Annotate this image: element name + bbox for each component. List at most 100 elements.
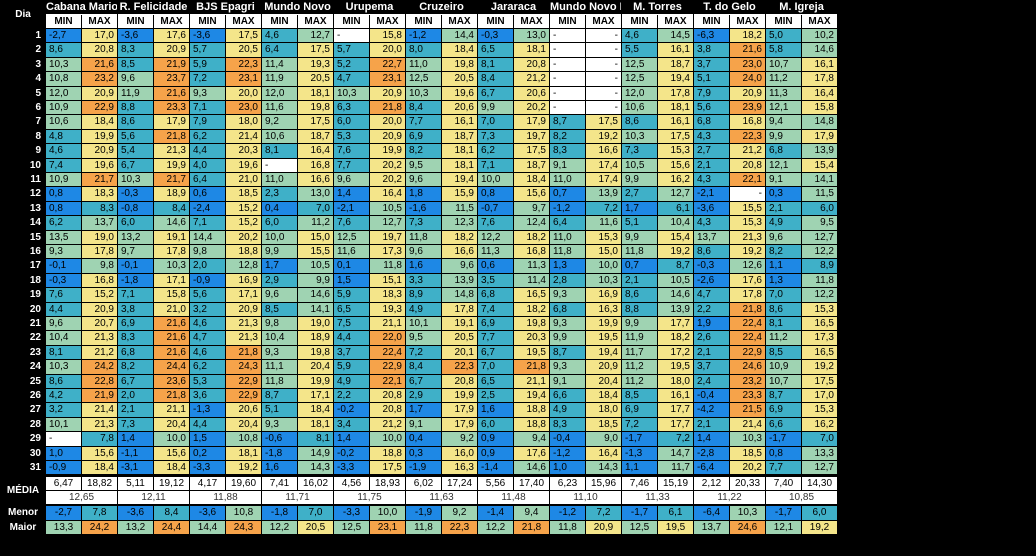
menor-max: 8,4 bbox=[154, 506, 189, 520]
day-number: 22 bbox=[0, 331, 46, 346]
max-value: 18,8 bbox=[370, 446, 405, 460]
min-value: -2,1 bbox=[694, 187, 729, 201]
max-value: 17,7 bbox=[658, 417, 693, 432]
media-min: 7,40 bbox=[766, 477, 801, 491]
min-value: 11,0 bbox=[550, 230, 585, 244]
max-value: - bbox=[586, 72, 621, 86]
menor-max: 7,8 bbox=[82, 506, 117, 520]
max-value: 10,0 bbox=[154, 432, 189, 446]
min-value: 5,1 bbox=[622, 216, 657, 230]
max-value: 17,5 bbox=[298, 43, 333, 57]
max-header: MAX bbox=[442, 15, 477, 28]
min-value: 6,0 bbox=[118, 216, 153, 230]
min-value: 6,7 bbox=[118, 374, 153, 388]
max-value: 17,5 bbox=[658, 129, 693, 144]
max-value: 10,0 bbox=[586, 259, 621, 273]
min-value: - bbox=[550, 57, 585, 72]
media-min: 4,56 bbox=[334, 477, 369, 491]
min-value: 5,9 bbox=[334, 360, 369, 374]
min-value: 8,3 bbox=[118, 331, 153, 345]
min-value: - bbox=[550, 86, 585, 100]
day-number: 7 bbox=[0, 115, 46, 130]
max-value: 15,6 bbox=[154, 446, 189, 460]
max-value: 22,9 bbox=[226, 374, 261, 388]
max-value: 16,1 bbox=[658, 115, 693, 129]
max-value: 18,7 bbox=[442, 129, 477, 144]
min-value: 5,6 bbox=[190, 288, 225, 302]
min-value: 11,2 bbox=[622, 374, 657, 388]
max-value: 9,5 bbox=[802, 216, 837, 230]
maior-label: Maior bbox=[0, 520, 46, 536]
min-value: 4,6 bbox=[622, 29, 657, 43]
max-value: 18,1 bbox=[658, 101, 693, 115]
max-value: 22,1 bbox=[730, 173, 765, 187]
max-value: 22,3 bbox=[226, 57, 261, 72]
media-min: 6,02 bbox=[406, 477, 441, 491]
min-value: 11,6 bbox=[334, 245, 369, 259]
max-value: 7,8 bbox=[82, 432, 117, 446]
max-value: 15,1 bbox=[370, 273, 405, 288]
max-value: 16,2 bbox=[802, 417, 837, 432]
min-value: 7,3 bbox=[118, 417, 153, 432]
min-value: 10,4 bbox=[46, 331, 81, 345]
min-value: 11,2 bbox=[622, 360, 657, 374]
min-value: 10,7 bbox=[766, 374, 801, 388]
min-value: 0,2 bbox=[190, 446, 225, 460]
max-value: 10,3 bbox=[154, 259, 189, 273]
min-value: 2,1 bbox=[118, 403, 153, 417]
min-value: 1,7 bbox=[622, 201, 657, 216]
max-value: 21,8 bbox=[730, 302, 765, 316]
min-value: 12,5 bbox=[622, 57, 657, 72]
max-value: 15,2 bbox=[226, 201, 261, 216]
max-header: MAX bbox=[514, 15, 549, 28]
min-value: 1,0 bbox=[550, 461, 585, 475]
max-value: 18,8 bbox=[514, 417, 549, 432]
min-value: 2,3 bbox=[262, 187, 297, 201]
menor-max: 6,0 bbox=[802, 506, 837, 520]
min-value: 3,7 bbox=[694, 57, 729, 72]
min-value: 7,2 bbox=[622, 417, 657, 432]
max-value: 17,2 bbox=[658, 345, 693, 360]
max-value: 18,0 bbox=[586, 403, 621, 417]
max-value: 17,5 bbox=[802, 374, 837, 388]
min-value: -1,9 bbox=[406, 461, 441, 475]
max-value: 17,7 bbox=[658, 317, 693, 331]
min-value: 4,2 bbox=[46, 389, 81, 403]
max-value: 21,1 bbox=[514, 374, 549, 388]
min-value: 6,8 bbox=[694, 115, 729, 129]
max-value: 11,4 bbox=[514, 273, 549, 288]
min-value: 7,3 bbox=[622, 144, 657, 158]
min-value: 2,4 bbox=[694, 374, 729, 388]
max-value: 17,7 bbox=[658, 403, 693, 417]
max-value: 20,7 bbox=[82, 317, 117, 331]
min-header: MIN bbox=[406, 15, 441, 28]
max-value: 16,5 bbox=[514, 288, 549, 302]
max-value: 17,5 bbox=[514, 144, 549, 158]
min-value: 12,0 bbox=[46, 86, 81, 100]
max-value: 8,4 bbox=[154, 201, 189, 216]
day-number: 20 bbox=[0, 302, 46, 317]
max-value: 19,8 bbox=[442, 57, 477, 72]
day-number: 8 bbox=[0, 129, 46, 145]
max-value: 23,3 bbox=[730, 389, 765, 403]
max-value: 17,9 bbox=[154, 115, 189, 129]
min-value: 10,6 bbox=[622, 101, 657, 115]
max-value: 12,7 bbox=[802, 230, 837, 244]
media-max: 16,02 bbox=[298, 477, 333, 491]
max-value: 19,4 bbox=[586, 345, 621, 360]
min-value: 4,6 bbox=[190, 317, 225, 331]
max-value: 16,5 bbox=[802, 345, 837, 360]
min-value: 4,6 bbox=[46, 144, 81, 158]
maior-max: 24,2 bbox=[82, 520, 117, 535]
min-value: 3,8 bbox=[694, 43, 729, 57]
max-value: 20,5 bbox=[226, 43, 261, 57]
max-value: 19,0 bbox=[82, 230, 117, 244]
max-value: 17,9 bbox=[442, 403, 477, 417]
max-value: 17,5 bbox=[298, 115, 333, 129]
max-value: 18,1 bbox=[226, 446, 261, 460]
min-value: 9,3 bbox=[46, 245, 81, 259]
min-value: 2,7 bbox=[694, 144, 729, 158]
maior-max: 21,8 bbox=[514, 520, 549, 535]
min-value: - bbox=[262, 158, 297, 172]
min-value: 5,1 bbox=[694, 72, 729, 86]
